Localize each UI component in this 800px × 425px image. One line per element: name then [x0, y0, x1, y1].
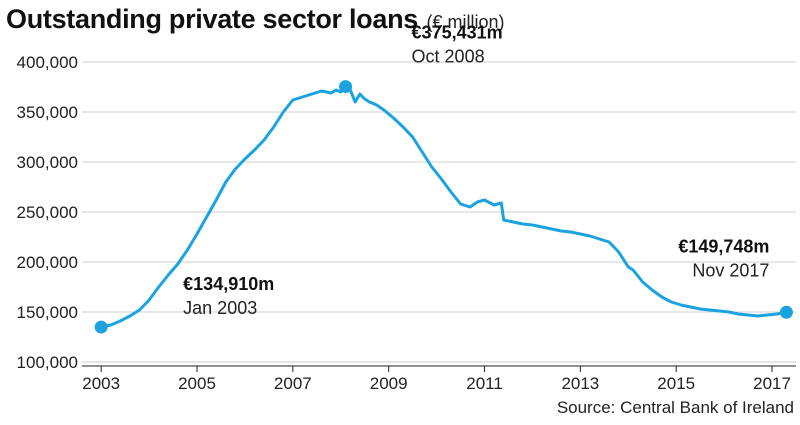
y-tick-label: 250,000 — [17, 203, 78, 222]
annotation-date: Jan 2003 — [183, 298, 257, 318]
annotation-value: €375,431m — [412, 23, 503, 43]
x-axis: 2003 2005 2007 2009 2011 2013 2015 2017 — [82, 365, 796, 393]
x-tick-label: 2005 — [178, 374, 216, 393]
grid-lines — [82, 61, 796, 363]
x-tick-label: 2009 — [370, 374, 408, 393]
x-tick-label: 2011 — [466, 374, 503, 393]
x-tick-label: 2003 — [82, 374, 120, 393]
data-point-marker — [779, 305, 793, 319]
y-axis: 100,000 150,000 200,000 250,000 300,000 350,0… — [17, 53, 78, 372]
y-tick-label: 100,000 — [17, 353, 78, 372]
title-row: Outstanding private sector loans (€ mill… — [6, 4, 504, 35]
annotation-date: Nov 2017 — [692, 260, 769, 280]
data-point-marker — [339, 80, 353, 94]
source-note: Source: Central Bank of Ireland — [556, 398, 794, 417]
x-tick-label: 2017 — [753, 374, 791, 393]
annotation-value: €134,910m — [183, 274, 274, 294]
chart-title: Outstanding private sector loans — [6, 4, 418, 34]
series-line — [99, 85, 788, 329]
annotation-value: €149,748m — [678, 236, 769, 256]
annotations: €134,910m Jan 2003 €375,431m Oct 2008 €149,7… — [94, 23, 793, 334]
y-tick-label: 200,000 — [17, 253, 78, 272]
y-tick-label: 400,000 — [17, 53, 78, 72]
x-tick-label: 2013 — [561, 374, 599, 393]
x-tick-label: 2007 — [274, 374, 312, 393]
y-tick-label: 300,000 — [17, 153, 78, 172]
data-point-marker — [94, 320, 108, 334]
y-tick-label: 150,000 — [17, 303, 78, 322]
annotation-date: Oct 2008 — [412, 47, 485, 67]
x-tick-label: 2015 — [657, 374, 695, 393]
chart-subtitle: (€ million) — [426, 12, 505, 32]
y-tick-label: 350,000 — [17, 103, 78, 122]
